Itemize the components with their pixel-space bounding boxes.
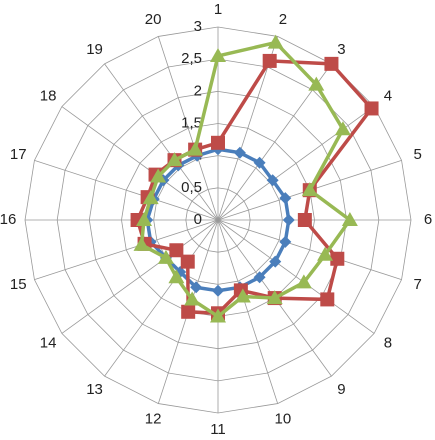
marker: [301, 182, 318, 197]
marker: [324, 56, 339, 71]
marker: [234, 288, 251, 303]
marker: [180, 254, 195, 269]
spoke: [157, 36, 219, 221]
spoke: [104, 219, 219, 377]
marker: [282, 214, 295, 226]
marker: [157, 249, 174, 264]
category-label: 15: [10, 276, 27, 293]
marker: [136, 212, 153, 226]
marker: [142, 190, 159, 205]
marker: [279, 192, 292, 205]
category-label: 9: [337, 381, 345, 398]
marker: [253, 271, 266, 284]
marker: [295, 274, 312, 289]
category-label: 18: [40, 88, 57, 105]
spoke: [104, 63, 219, 221]
marker: [308, 76, 325, 91]
marker: [279, 235, 292, 248]
category-label: 2: [279, 11, 287, 28]
marker: [297, 213, 312, 227]
marker: [334, 121, 351, 136]
marker: [181, 304, 196, 319]
marker: [210, 47, 226, 62]
marker: [253, 156, 266, 169]
marker: [212, 284, 224, 297]
marker: [190, 281, 203, 294]
category-label: 20: [145, 11, 162, 28]
marker: [233, 146, 246, 159]
category-label: 14: [40, 334, 57, 351]
marker: [133, 236, 150, 251]
marker: [187, 141, 204, 156]
category-label: 8: [384, 334, 392, 351]
marker: [169, 243, 184, 258]
marker: [168, 269, 185, 284]
spoke: [61, 106, 219, 221]
spoke: [217, 219, 402, 281]
tick-label: 0,5: [181, 179, 202, 196]
marker: [211, 135, 225, 150]
marker: [262, 53, 277, 68]
tick-label: 0: [194, 211, 202, 228]
marker: [330, 251, 345, 266]
marker: [166, 152, 183, 167]
tick-label: 2,5: [181, 50, 202, 67]
marker: [317, 246, 334, 261]
category-label: 7: [414, 276, 422, 293]
spoke: [34, 159, 219, 221]
spoke: [34, 219, 219, 281]
marker: [266, 290, 283, 305]
marker: [269, 255, 282, 268]
spoke: [217, 219, 279, 404]
spoke: [61, 219, 219, 334]
marker: [267, 34, 284, 49]
marker: [341, 212, 358, 226]
category-label: 1: [214, 1, 222, 18]
category-label: 17: [10, 146, 27, 163]
category-label: 13: [86, 381, 103, 398]
tick-label: 2: [194, 82, 202, 99]
tick-label: 3: [194, 18, 202, 35]
category-label: 10: [275, 411, 292, 428]
spoke: [217, 106, 375, 221]
marker: [364, 101, 379, 116]
marker: [210, 308, 226, 323]
spoke: [217, 219, 375, 334]
category-label: 19: [86, 41, 103, 58]
category-label: 4: [384, 88, 392, 105]
tick-label: 1,5: [181, 114, 202, 131]
category-label: 3: [337, 41, 345, 58]
category-label: 11: [210, 421, 226, 438]
marker: [150, 168, 167, 183]
category-label: 5: [414, 146, 422, 163]
marker: [320, 292, 335, 307]
category-label: 16: [0, 211, 16, 228]
marker: [184, 291, 201, 306]
category-label: 12: [145, 411, 162, 428]
category-label: 6: [424, 211, 432, 228]
marker: [266, 174, 279, 187]
